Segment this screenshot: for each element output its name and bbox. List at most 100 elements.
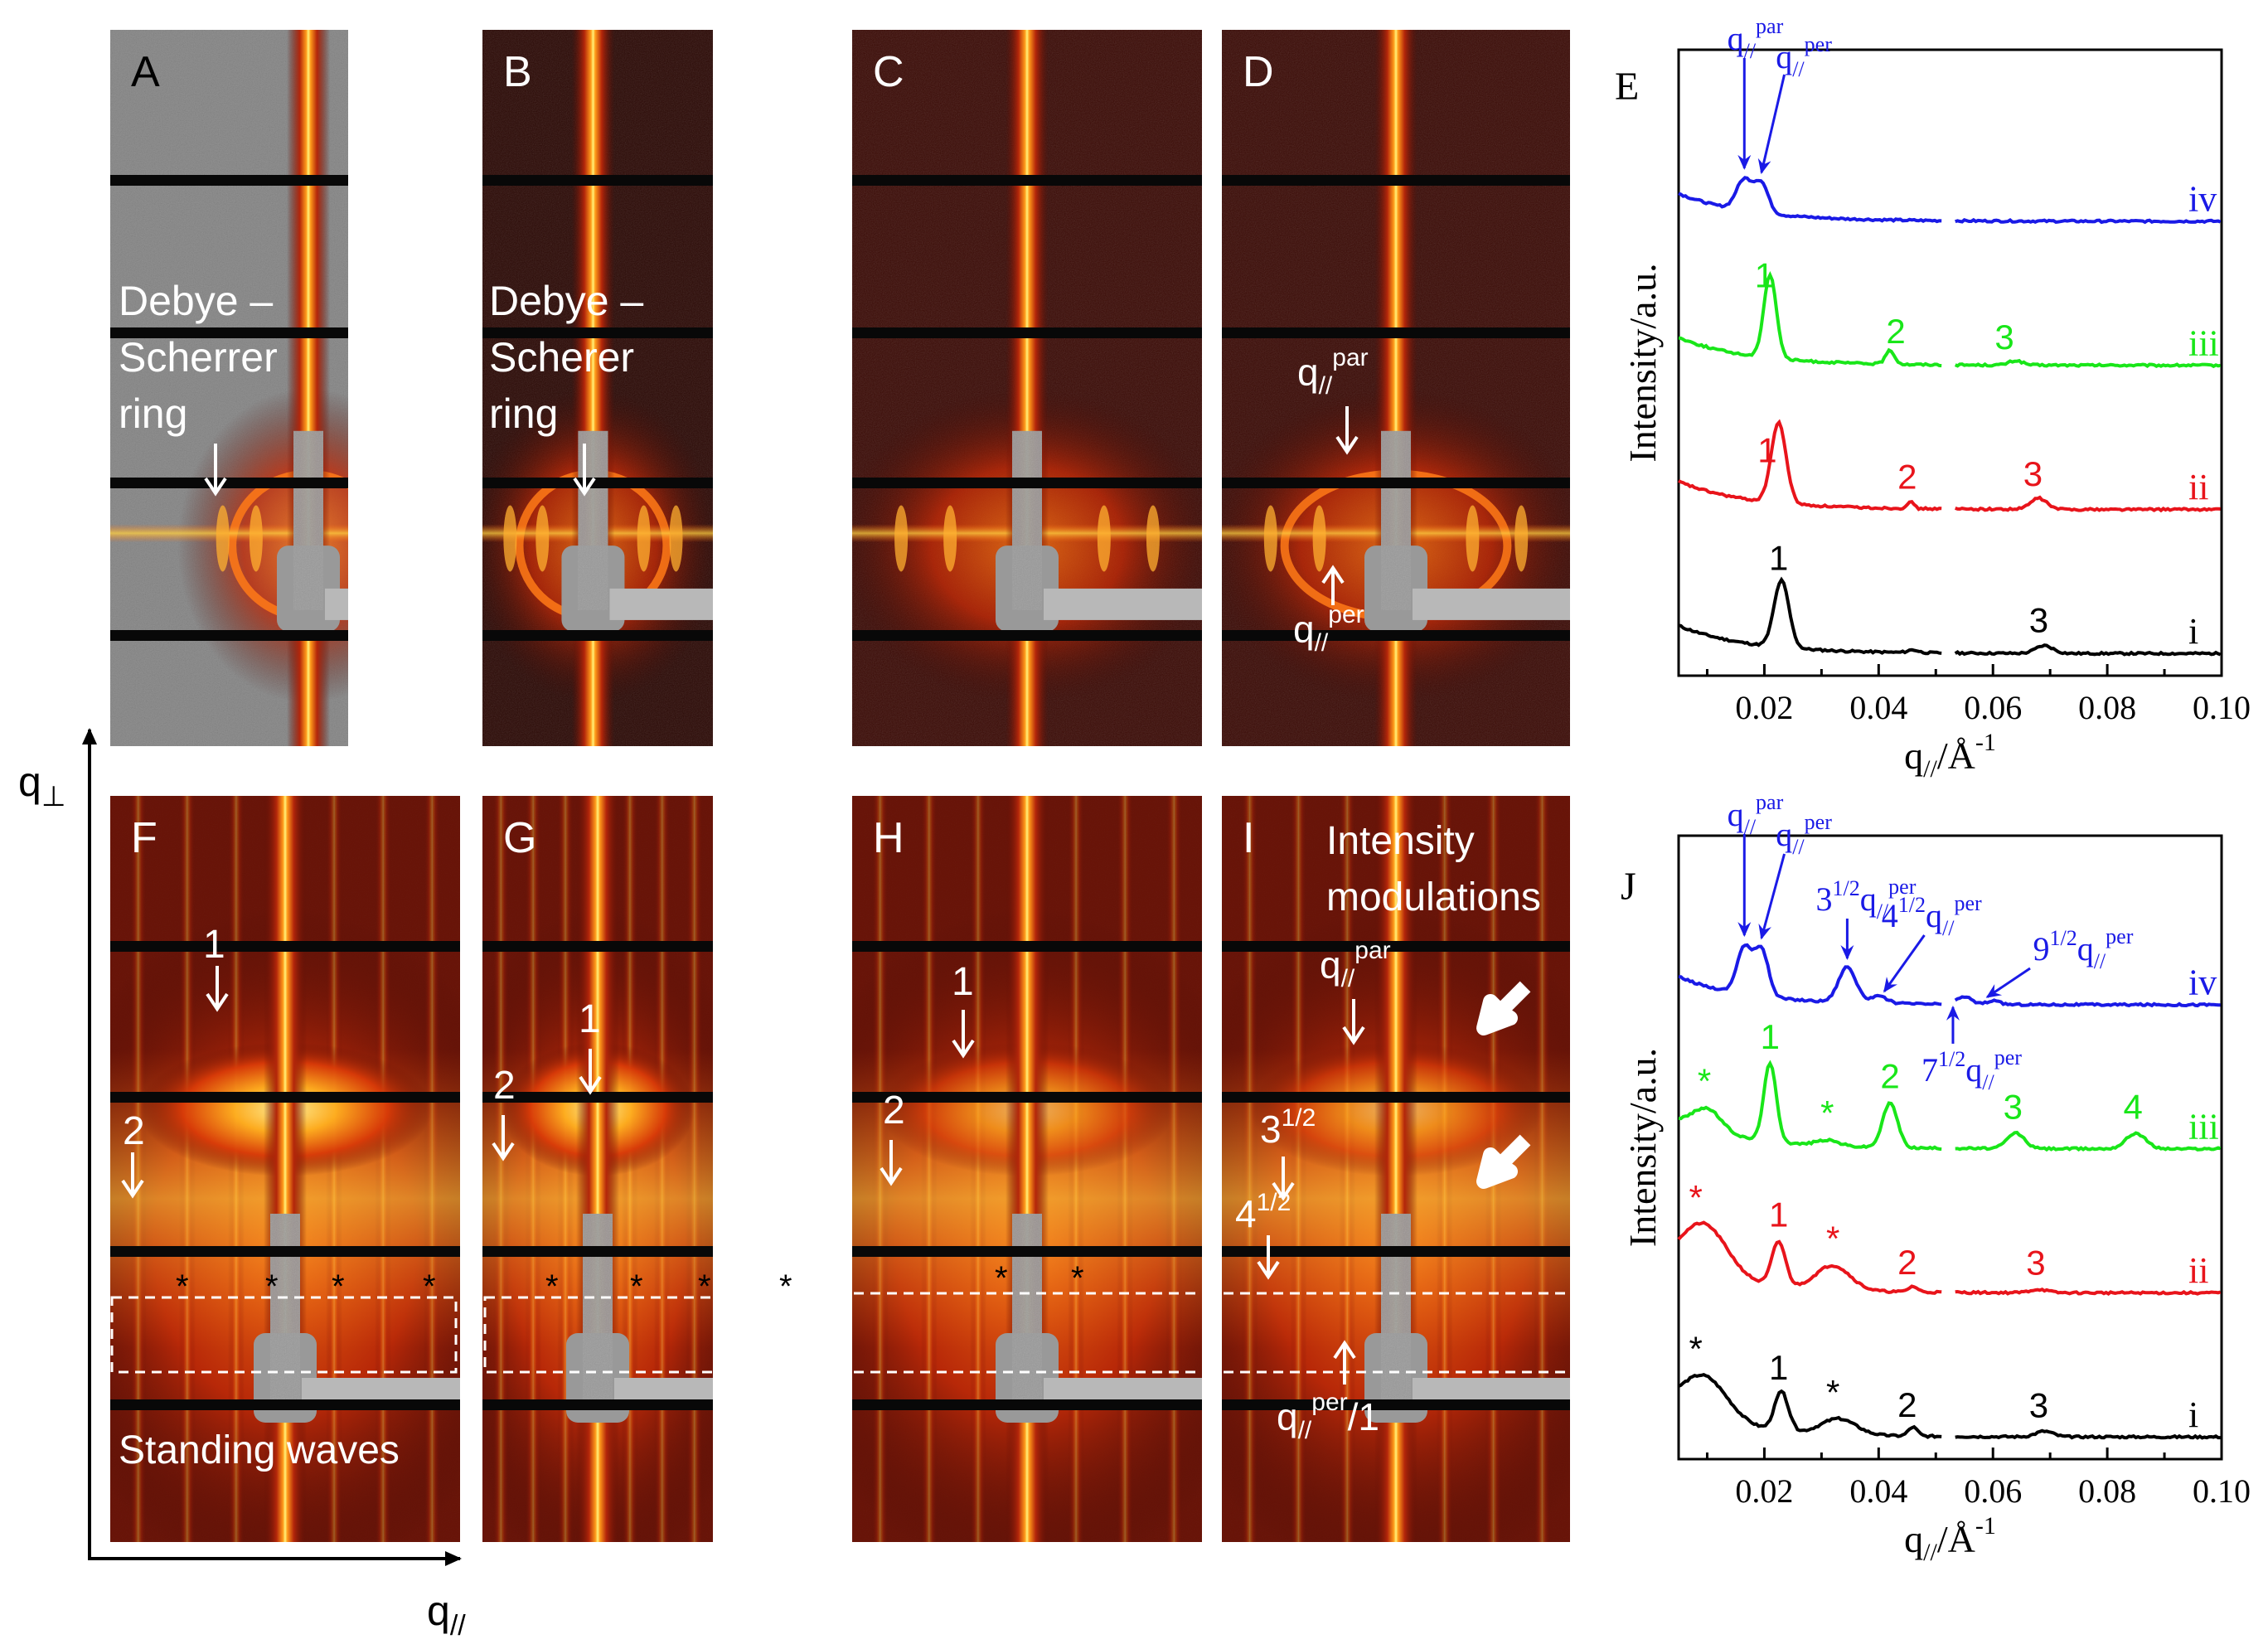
specular-rod bbox=[1006, 796, 1049, 1542]
down-arrow bbox=[1335, 406, 1359, 455]
star-marker: * bbox=[995, 1260, 1008, 1297]
bragg-spot bbox=[1514, 505, 1529, 572]
text-part: per bbox=[1888, 875, 1917, 899]
order-2-label: 2 bbox=[493, 1064, 516, 1108]
debye-scherrer-label: ring bbox=[119, 390, 187, 437]
detector-panel-a: A bbox=[110, 30, 400, 746]
text-part: // bbox=[1792, 57, 1805, 81]
peak-label: 2 bbox=[1897, 458, 1917, 497]
beamstop-arm bbox=[1413, 588, 1570, 620]
text-part: per bbox=[1311, 1389, 1347, 1416]
x-tick-label: 0.02 bbox=[1735, 1472, 1793, 1510]
text-part: 4 bbox=[1882, 897, 1898, 934]
down-arrow bbox=[880, 1140, 903, 1186]
detector-gap bbox=[482, 941, 713, 952]
annotation-arrow bbox=[1757, 74, 1786, 175]
peak-label: 2 bbox=[1886, 312, 1905, 351]
peak-label: 2 bbox=[1897, 1243, 1917, 1282]
beamstop-arm bbox=[1044, 588, 1202, 620]
detector-gap bbox=[482, 327, 713, 338]
beamstop-texture bbox=[1381, 430, 1411, 610]
q-par-label: q//par bbox=[1320, 937, 1391, 992]
panel-letter: I bbox=[1243, 814, 1254, 862]
detector-gap bbox=[1222, 1246, 1570, 1257]
text-part: // bbox=[1298, 1417, 1312, 1444]
q-par-annotation: q//par bbox=[1728, 790, 1784, 839]
unit: /Å bbox=[1937, 735, 1975, 777]
bragg-spot bbox=[637, 505, 651, 572]
text-part: per bbox=[1328, 601, 1364, 628]
series-line-ii bbox=[1955, 1287, 2222, 1297]
detector-gap bbox=[482, 175, 713, 186]
bragg-spot bbox=[387, 505, 400, 571]
text-part: // bbox=[1942, 916, 1955, 940]
annotation-arrow bbox=[1985, 967, 2031, 998]
bragg-spot bbox=[536, 505, 550, 572]
text-part: 1/2 bbox=[1257, 1189, 1292, 1216]
series-line-iv bbox=[1955, 217, 2222, 225]
text-part: par bbox=[1354, 937, 1390, 964]
detector-gap bbox=[1222, 941, 1570, 952]
x-tick-label: 0.02 bbox=[1735, 689, 1793, 726]
q-par-label: q//par bbox=[1297, 344, 1369, 400]
down-arrow bbox=[206, 966, 229, 1012]
arrow-head bbox=[1257, 1260, 1280, 1280]
q-perp-label: q⊥ bbox=[18, 759, 65, 812]
down-arrow bbox=[492, 1115, 515, 1161]
detector-gap bbox=[110, 1399, 460, 1410]
peak-label: * bbox=[1698, 1061, 1711, 1100]
detector-panel-i: I bbox=[1222, 796, 1570, 1542]
text-part: // bbox=[1341, 965, 1355, 992]
arrow-head bbox=[1333, 1340, 1356, 1360]
detector-gap bbox=[110, 630, 348, 641]
bragg-spot bbox=[1466, 505, 1480, 572]
q-per-annotation: q//per bbox=[1776, 32, 1832, 81]
peak-label: * bbox=[1689, 1330, 1703, 1369]
text-part: q bbox=[1728, 20, 1744, 57]
text-part: q bbox=[2077, 930, 2094, 967]
detector-gap bbox=[482, 478, 713, 488]
bragg-spot bbox=[216, 505, 230, 572]
detector-gap bbox=[482, 1092, 713, 1103]
detector-panel-d: D bbox=[1222, 30, 1570, 746]
text-part: // bbox=[1315, 629, 1329, 657]
text-part: per bbox=[1954, 891, 1982, 915]
arrow-head bbox=[880, 1166, 903, 1186]
series-label: i bbox=[2188, 1394, 2198, 1435]
detector-gap bbox=[110, 327, 348, 338]
text-part: 1/2 bbox=[2049, 926, 2077, 950]
thick-arrow bbox=[1476, 1134, 1531, 1189]
peak-label: 1 bbox=[1769, 1348, 1788, 1387]
detector-gap bbox=[852, 941, 1202, 952]
arrow-head bbox=[121, 1179, 144, 1199]
x-axis-label: q///Å-1 bbox=[1904, 1512, 1996, 1566]
x-tick-label: 0.06 bbox=[1964, 1472, 2022, 1510]
bragg-spot bbox=[249, 505, 263, 572]
panel-letter: B bbox=[503, 48, 532, 96]
panel-letter: E bbox=[1615, 65, 1639, 109]
order-2-label: 2 bbox=[123, 1109, 145, 1153]
intensity-modulations-label: Intensity bbox=[1326, 819, 1475, 863]
series-label: iii bbox=[2188, 1106, 2219, 1147]
y-axis-label: Intensity/a.u. bbox=[1621, 263, 1664, 462]
x-axis-label: q///Å-1 bbox=[1904, 729, 1996, 783]
detector-gap bbox=[1222, 478, 1570, 488]
beamstop-texture bbox=[1012, 1214, 1042, 1400]
text-part: par bbox=[1756, 790, 1784, 814]
line-chart-e: E0.02 0.04 0.06 0.08 0.10q///Å-1Intensity/a.… bbox=[1615, 14, 2251, 783]
text-part: q bbox=[1320, 943, 1341, 987]
series-label: i bbox=[2188, 611, 2198, 652]
text-part: per bbox=[1805, 810, 1833, 834]
series-line-ii bbox=[1678, 419, 1942, 512]
series-line-iii bbox=[1678, 1060, 1942, 1152]
x-tick-label: 0.04 bbox=[1849, 1472, 1907, 1510]
detector-gap bbox=[852, 1399, 1202, 1410]
star-marker: * bbox=[176, 1268, 189, 1305]
panel-letter: J bbox=[1621, 865, 1636, 909]
text-part: q bbox=[1965, 1051, 1982, 1089]
star-marker: * bbox=[779, 1268, 792, 1305]
order-2-label: 2 bbox=[883, 1089, 905, 1132]
detector-gap bbox=[1222, 327, 1570, 338]
detector-gap bbox=[852, 1092, 1202, 1103]
